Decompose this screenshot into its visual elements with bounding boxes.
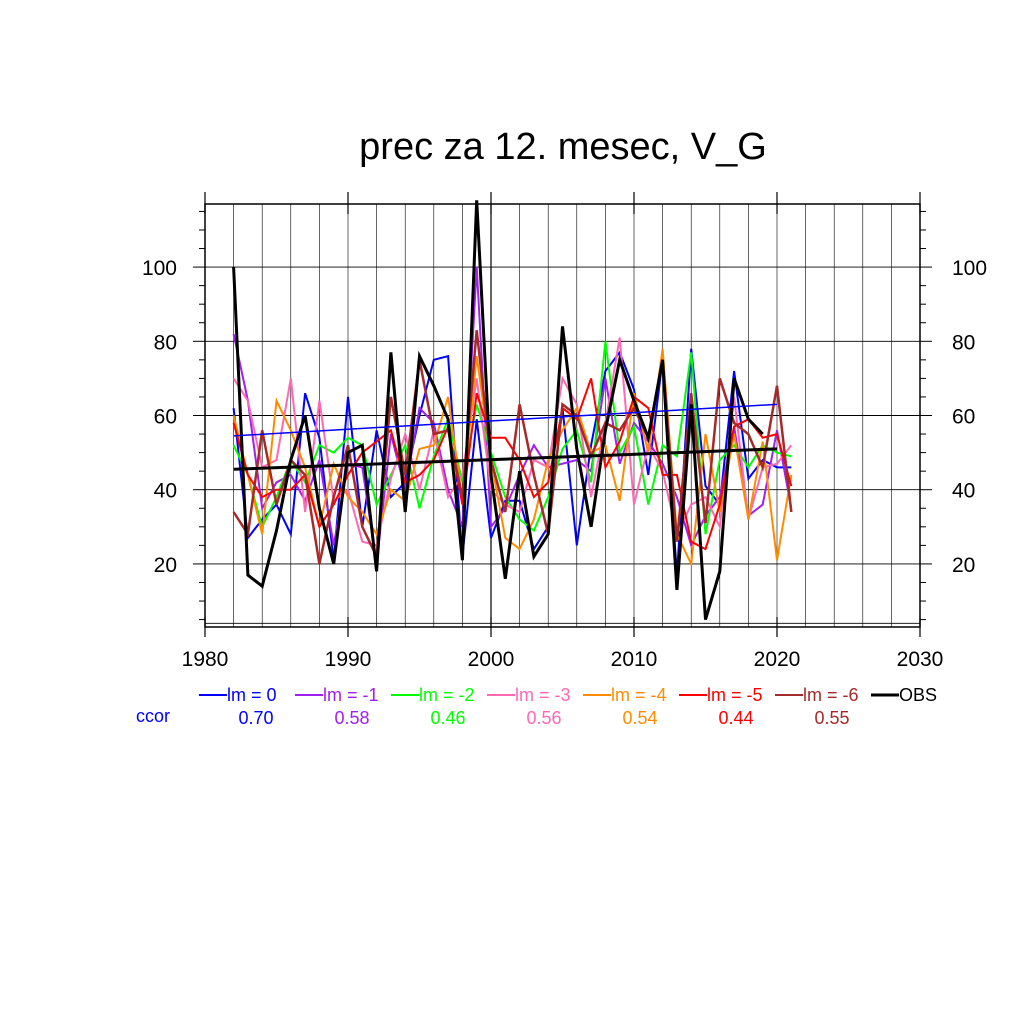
legend-label-6: lm = -6 <box>803 685 859 705</box>
x-tick-label: 1980 <box>182 648 229 671</box>
ccor-value-1: 0.58 <box>334 708 369 728</box>
x-tick-label: 2010 <box>611 648 658 671</box>
legend: ccor lm = 0 0.70 lm = -1 0.58 lm = -2 0.46 lm =… <box>136 685 937 728</box>
legend-label-1: lm = -1 <box>323 685 379 705</box>
y-tick-label-left: 60 <box>154 406 177 429</box>
legend-label-3: lm = -3 <box>515 685 571 705</box>
x-tick-label: 2030 <box>897 648 944 671</box>
series-line-7 <box>232 200 764 621</box>
chart-title: prec za 12. mesec, V_G <box>359 126 767 168</box>
legend-label-7: OBS <box>899 685 937 705</box>
y-tick-label-right: 40 <box>952 480 975 503</box>
series-group <box>232 200 793 621</box>
legend-label-2: lm = -2 <box>419 685 475 705</box>
x-tick-label: 2000 <box>468 648 515 671</box>
ccor-value-5: 0.44 <box>718 708 753 728</box>
ccor-label: ccor <box>136 706 170 726</box>
ccor-value-4: 0.54 <box>622 708 657 728</box>
ccor-value-3: 0.56 <box>526 708 561 728</box>
y-tick-label-right: 100 <box>952 257 987 280</box>
y-tick-label-right: 80 <box>952 331 975 354</box>
ccor-value-2: 0.46 <box>430 708 465 728</box>
x-tick-label: 1990 <box>325 648 372 671</box>
legend-label-4: lm = -4 <box>611 685 667 705</box>
trend-lines <box>233 403 778 471</box>
ccor-value-0: 0.70 <box>238 708 273 728</box>
y-tick-label-right: 20 <box>952 554 975 577</box>
trend-line-7 <box>233 447 778 471</box>
y-tick-label-left: 100 <box>142 257 177 280</box>
legend-label-0: lm = 0 <box>227 685 277 705</box>
x-tick-label: 2020 <box>754 648 801 671</box>
legend-label-5: lm = -5 <box>707 685 763 705</box>
y-tick-label-left: 40 <box>154 480 177 503</box>
y-tick-label-left: 20 <box>154 554 177 577</box>
trend-line-0 <box>233 403 778 437</box>
y-tick-label-right: 60 <box>952 406 975 429</box>
ccor-value-6: 0.55 <box>814 708 849 728</box>
y-tick-label-left: 80 <box>154 331 177 354</box>
